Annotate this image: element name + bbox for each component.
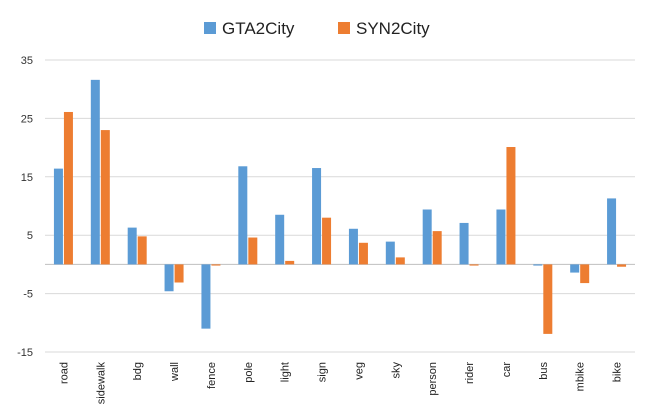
x-category-label: person <box>427 362 439 396</box>
bar-gta2city-veg <box>348 228 358 265</box>
x-category-label: bike <box>612 362 624 382</box>
bar-syn2city-bike <box>617 264 627 267</box>
bar-gta2city-bus <box>533 264 543 266</box>
legend-swatch-gta2city <box>204 22 216 34</box>
x-category-label: veg <box>353 362 365 380</box>
bar-gta2city-sidewalk <box>90 79 100 265</box>
y-tick-label: 5 <box>27 230 33 242</box>
y-tick-label: -5 <box>23 289 33 301</box>
x-category-label: pole <box>243 362 255 383</box>
bar-syn2city-wall <box>174 264 184 283</box>
bar-syn2city-bdg <box>137 236 147 265</box>
bar-syn2city-rider <box>469 264 479 266</box>
y-tick-label: -15 <box>17 347 33 359</box>
bar-gta2city-fence <box>201 264 211 329</box>
x-category-label: sky <box>390 362 402 379</box>
bar-gta2city-bike <box>607 198 617 265</box>
bar-syn2city-fence <box>211 264 221 266</box>
legend-label-syn2city: SYN2City <box>356 19 430 38</box>
legend-label-gta2city: GTA2City <box>222 19 295 38</box>
bar-syn2city-sidewalk <box>100 130 110 265</box>
x-category-label: bus <box>538 362 550 380</box>
x-category-label: sidewalk <box>95 362 107 405</box>
bar-gta2city-person <box>422 209 432 265</box>
bars <box>53 79 627 334</box>
bar-gta2city-sign <box>312 168 322 265</box>
bar-syn2city-pole <box>248 237 258 265</box>
bar-gta2city-light <box>275 214 285 265</box>
y-tick-label: 35 <box>21 55 33 67</box>
bar-gta2city-car <box>496 209 506 265</box>
x-axis-category-labels: road sidewalk bdg wall fence pole light sign veg… <box>58 362 623 405</box>
bar-gta2city-road <box>53 168 63 265</box>
x-category-label: light <box>280 362 292 382</box>
x-category-label: car <box>501 362 513 378</box>
bar-syn2city-car <box>506 147 516 265</box>
y-axis-tick-labels: 35 25 15 5 -5 -15 <box>17 55 33 359</box>
bar-gta2city-mbike <box>570 264 580 273</box>
bar-syn2city-person <box>432 231 442 265</box>
x-category-label: road <box>58 362 70 384</box>
x-category-label: mbike <box>575 362 587 391</box>
x-category-label: rider <box>464 362 476 384</box>
x-category-label: wall <box>169 362 181 382</box>
y-tick-label: 15 <box>21 172 33 184</box>
bar-syn2city-bus <box>543 264 553 334</box>
x-category-label: sign <box>317 362 329 382</box>
legend: GTA2City SYN2City <box>204 19 430 38</box>
y-tick-label: 25 <box>21 113 33 125</box>
gridlines <box>45 59 635 353</box>
bar-syn2city-mbike <box>580 264 590 284</box>
x-category-label: bdg <box>132 362 144 380</box>
x-category-label: fence <box>206 362 218 389</box>
bar-gta2city-wall <box>164 264 174 292</box>
bar-gta2city-bdg <box>127 227 137 265</box>
bar-syn2city-veg <box>358 242 368 265</box>
bar-gta2city-pole <box>238 166 248 265</box>
bar-gta2city-sky <box>385 241 395 265</box>
bar-syn2city-sky <box>395 257 405 265</box>
bar-syn2city-sign <box>322 217 332 265</box>
bar-syn2city-road <box>63 111 73 265</box>
bar-gta2city-rider <box>459 222 469 265</box>
legend-swatch-syn2city <box>338 22 350 34</box>
bar-syn2city-light <box>285 260 295 265</box>
